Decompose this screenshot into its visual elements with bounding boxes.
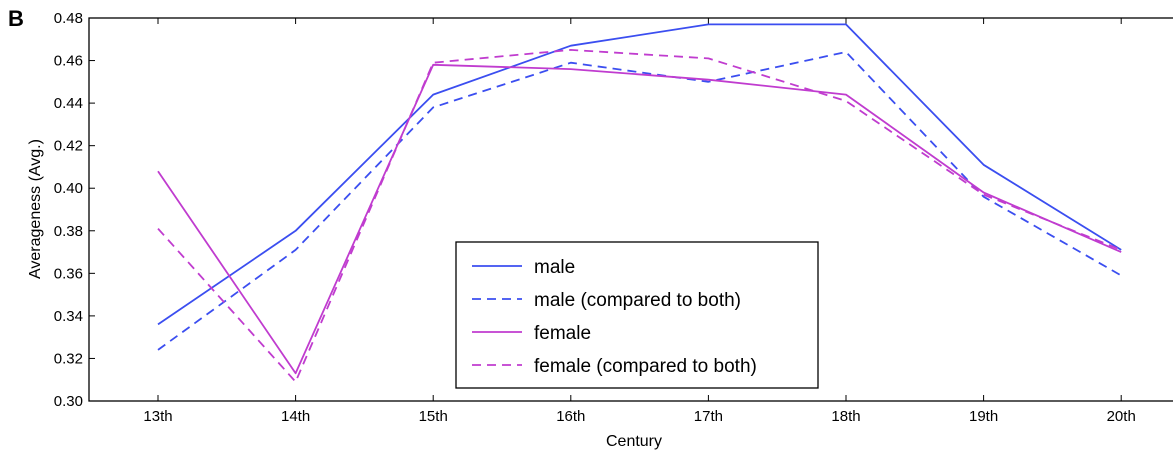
x-tick-label: 16th bbox=[556, 408, 585, 425]
panel-label: B bbox=[8, 6, 24, 31]
y-axis-label: Averageness (Avg.) bbox=[27, 139, 44, 279]
x-tick-label: 13th bbox=[143, 408, 172, 425]
y-tick-label: 0.44 bbox=[54, 95, 83, 112]
y-tick-label: 0.48 bbox=[54, 10, 83, 27]
series-line-female-compared-to-both bbox=[157, 49, 1122, 383]
y-tick-label: 0.34 bbox=[54, 308, 83, 325]
y-tick-label: 0.30 bbox=[54, 393, 83, 410]
x-tick-label: 15th bbox=[419, 408, 448, 425]
legend-label: female (compared to both) bbox=[534, 356, 757, 377]
y-tick-label: 0.40 bbox=[54, 180, 83, 197]
y-tick-label: 0.42 bbox=[54, 138, 83, 155]
y-tick-label: 0.32 bbox=[54, 350, 83, 367]
series-line-female bbox=[157, 63, 1122, 375]
x-tick-label: 20th bbox=[1107, 408, 1136, 425]
legend-label: male bbox=[534, 257, 575, 278]
legend-label: female bbox=[534, 323, 591, 344]
y-tick-label: 0.36 bbox=[54, 265, 83, 282]
x-tick-label: 14th bbox=[281, 408, 310, 425]
x-tick-label: 18th bbox=[831, 408, 860, 425]
series-line-male bbox=[157, 23, 1122, 326]
x-tick-label: 17th bbox=[694, 408, 723, 425]
series-line-male-compared-to-both bbox=[157, 51, 1122, 351]
x-tick-label: 19th bbox=[969, 408, 998, 425]
x-axis-label: Century bbox=[606, 433, 662, 450]
plot-frame bbox=[88, 17, 1173, 402]
y-tick-label: 0.38 bbox=[54, 223, 83, 240]
y-tick-label: 0.46 bbox=[54, 53, 83, 70]
legend-label: male (compared to both) bbox=[534, 290, 741, 311]
